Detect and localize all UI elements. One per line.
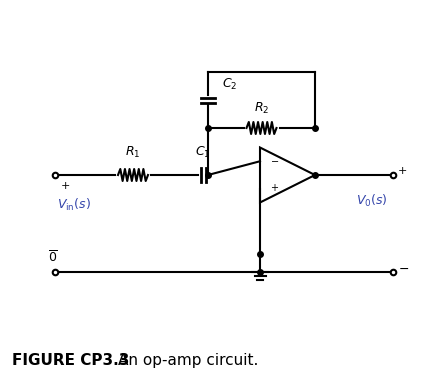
Text: $+$: $+$ [270,182,279,193]
Text: $\overline{0}$: $\overline{0}$ [48,250,58,265]
Text: $V_{\mathrm{0}}(s)$: $V_{\mathrm{0}}(s)$ [356,193,388,209]
Text: FIGURE CP3.3: FIGURE CP3.3 [12,353,129,368]
Text: $R_1$: $R_1$ [125,145,140,160]
Text: +: + [398,166,407,176]
Text: $-$: $-$ [398,262,409,275]
Text: An op-amp circuit.: An op-amp circuit. [118,353,258,368]
Text: $C_1$: $C_1$ [195,145,211,160]
Text: $C_2$: $C_2$ [222,77,237,92]
Text: $V_{\mathrm{in}}(s)$: $V_{\mathrm{in}}(s)$ [57,197,91,213]
Text: +: + [61,181,70,191]
Text: $-$: $-$ [270,155,279,165]
Text: $R_2$: $R_2$ [254,101,269,116]
